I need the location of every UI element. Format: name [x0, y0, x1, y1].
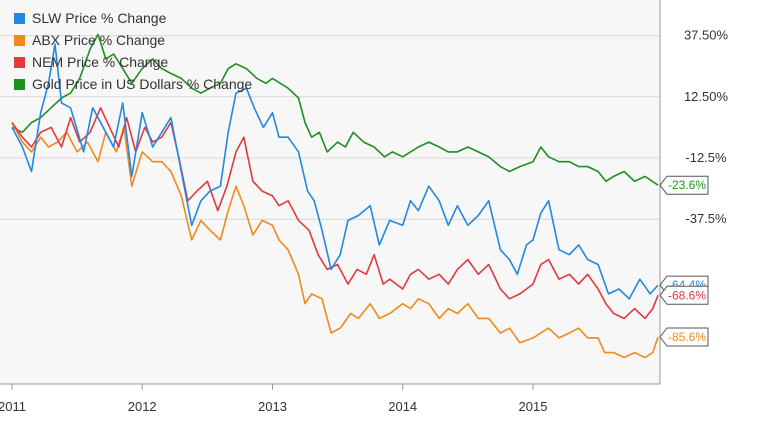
series-end-labels: -64.4%-85.6%-68.6%-23.6% — [659, 175, 709, 347]
end-label: -68.6% — [668, 288, 706, 302]
y-tick-label: 37.50% — [684, 28, 729, 43]
x-tick-label: 2015 — [519, 399, 548, 414]
legend-entry: SLW Price % Change — [32, 10, 167, 26]
legend-swatch — [14, 57, 25, 68]
legend-swatch — [14, 13, 25, 24]
y-tick-label: -12.5% — [685, 150, 727, 165]
legend-swatch — [14, 79, 25, 90]
legend-swatch — [14, 35, 25, 46]
end-label-box — [659, 327, 709, 347]
end-label-box — [659, 285, 709, 305]
plot-background — [0, 0, 660, 384]
end-label: -23.6% — [668, 178, 706, 192]
y-tick-label: 12.50% — [684, 89, 729, 104]
legend: SLW Price % Change ABX Price % Change NEM … — [14, 10, 252, 92]
x-tick-labels: 2011 2012 2013 2014 2015 — [0, 384, 547, 414]
x-tick-label: 2014 — [388, 399, 417, 414]
legend-entry: Gold Price in US Dollars % Change — [32, 76, 252, 92]
legend-entry: ABX Price % Change — [32, 32, 165, 48]
x-tick-label: 2013 — [258, 399, 287, 414]
y-tick-labels: 37.50% 12.50% -12.5% -37.5% — [684, 28, 729, 227]
legend-entry: NEM Price % Change — [32, 54, 168, 70]
end-label: -85.6% — [668, 330, 706, 344]
y-tick-label: -37.5% — [685, 211, 727, 226]
series-line — [11, 43, 659, 300]
series-lines — [11, 33, 659, 359]
end-label-box — [659, 175, 709, 195]
series-line — [11, 33, 659, 186]
x-tick-label: 2011 — [0, 399, 26, 414]
x-tick-label: 2012 — [128, 399, 157, 414]
